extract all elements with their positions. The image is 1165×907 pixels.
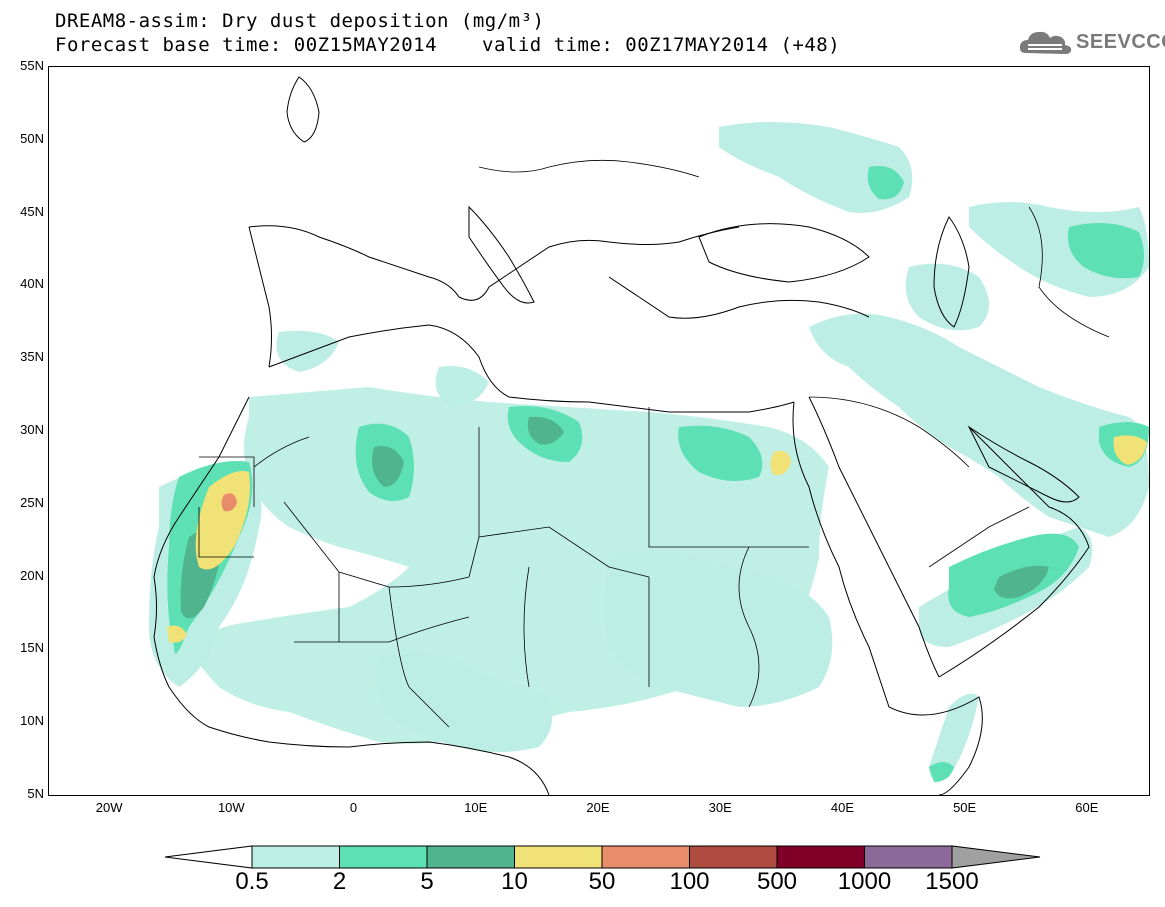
cloud-icon: [1019, 31, 1072, 54]
lat-label: 40N: [20, 276, 44, 292]
lat-label: 15N: [20, 640, 44, 656]
legend-color-box: [864, 845, 953, 869]
lat-label: 20N: [20, 567, 44, 583]
legend-label: 100: [669, 868, 710, 895]
dust-field-extreme: [221, 493, 237, 512]
lon-label: 0: [349, 800, 358, 815]
legend-below-arrow: [164, 845, 253, 869]
color-legend: [164, 845, 1041, 869]
lon-label: 40E: [830, 800, 854, 815]
coastlines: [153, 76, 1090, 795]
lat-label: 35N: [20, 349, 44, 365]
lat-label: 45N: [20, 203, 44, 219]
legend-label: 2: [332, 868, 347, 895]
dust-field-very-high: [167, 435, 1147, 643]
lat-label: 25N: [20, 494, 44, 510]
legend-label: 0.5: [235, 868, 269, 895]
legend-color-box: [251, 845, 340, 869]
country-borders: [198, 159, 1110, 728]
legend-label: 1000: [837, 868, 892, 895]
lon-label: 20E: [586, 800, 610, 815]
legend-label: 5: [420, 868, 434, 895]
legend-color-box: [689, 845, 778, 869]
map-area: [48, 66, 1150, 796]
dust-map: [149, 76, 1149, 795]
lon-label: 60E: [1075, 800, 1099, 815]
lat-label: 50N: [20, 130, 44, 146]
valid-time: valid time: 00Z17MAY2014 (+48): [482, 34, 841, 56]
legend-color-box: [514, 845, 603, 869]
legend-label: 10: [501, 868, 528, 895]
legend-color-box: [776, 845, 865, 869]
dust-field-light: [149, 122, 1149, 781]
legend-label: 50: [588, 868, 616, 895]
legend-color-box: [426, 845, 515, 869]
lat-label: 30N: [20, 422, 44, 437]
lat-label: 55N: [20, 58, 44, 73]
lat-label: 10N: [20, 713, 44, 729]
map-title: DREAM8-assim: Dry dust deposition (mg/m³…: [55, 10, 545, 32]
logo-text: SEEVCCC: [1076, 31, 1165, 53]
lon-label: 50E: [953, 800, 977, 815]
lon-label: 20W: [95, 800, 123, 815]
forecast-base-time: Forecast base time: 00Z15MAY2014: [55, 34, 438, 56]
dust-field-high: [180, 416, 1049, 619]
legend-label: 1500: [925, 868, 979, 895]
lon-label: 10W: [217, 800, 245, 815]
legend-color-box: [339, 845, 428, 869]
seevccc-logo: SEEVCCC: [1018, 27, 1165, 57]
lat-label: 5N: [27, 786, 44, 801]
lon-label: 30E: [708, 800, 732, 815]
legend-label: 500: [756, 868, 798, 895]
legend-above-arrow: [951, 845, 1041, 869]
lon-label: 10E: [464, 800, 488, 815]
legend-color-box: [601, 845, 690, 869]
